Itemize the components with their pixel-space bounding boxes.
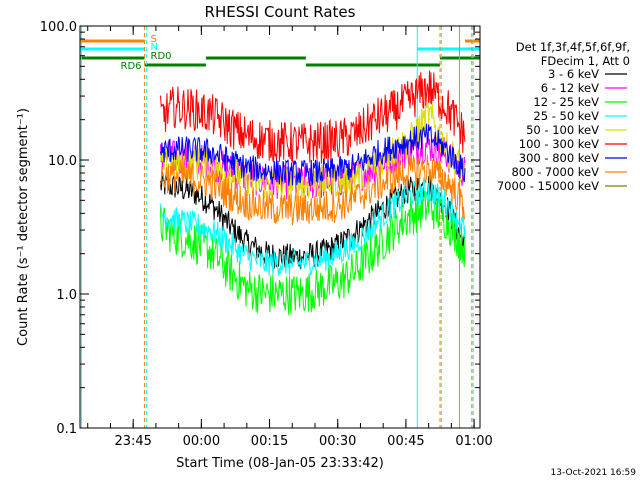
series-group bbox=[160, 70, 466, 316]
series-100-300-kev bbox=[160, 70, 466, 164]
y-tick-label: 100.0 bbox=[40, 20, 77, 35]
marker-lines bbox=[80, 26, 474, 428]
series-25-50-kev bbox=[160, 177, 466, 277]
series-12-25-kev bbox=[160, 187, 466, 316]
legend-label: 12 - 25 keV bbox=[533, 95, 599, 109]
y-ticks: 100.0 10.0 1.0 0.1 bbox=[40, 20, 480, 437]
legend-header-line: FDecim 1, Att 0 bbox=[541, 54, 630, 68]
x-tick-label: 00:15 bbox=[251, 434, 288, 449]
x-tick-label: 01:00 bbox=[455, 434, 492, 449]
legend-header-line: Det 1f,3f,4f,5f,6f,9f, bbox=[516, 40, 630, 54]
series-800-7000-kev bbox=[160, 154, 466, 226]
flag-label-s: S bbox=[151, 34, 157, 45]
flag-label-rd0: RD0 bbox=[151, 51, 172, 62]
x-ticks: 23:45 00:00 00:15 00:30 00:45 01:00 bbox=[87, 26, 493, 449]
legend-label: 7000 - 15000 keV bbox=[497, 179, 599, 193]
x-tick-label: 00:45 bbox=[387, 434, 424, 449]
y-axis-title: Count Rate (s⁻¹ detector segment⁻¹) bbox=[16, 108, 31, 346]
legend: Det 1f,3f,4f,5f,6f,9f,FDecim 1, Att 03 -… bbox=[497, 40, 630, 193]
flag-label-rd6: RD6 bbox=[121, 61, 142, 72]
chart-title: RHESSI Count Rates bbox=[205, 3, 356, 21]
x-tick-label: 00:00 bbox=[183, 434, 220, 449]
legend-label: 25 - 50 keV bbox=[533, 109, 599, 123]
legend-label: 6 - 12 keV bbox=[541, 81, 599, 95]
legend-label: 300 - 800 keV bbox=[519, 151, 599, 165]
y-tick-label: 10.0 bbox=[48, 154, 77, 169]
plot-frame bbox=[79, 25, 481, 429]
legend-label: 50 - 100 keV bbox=[526, 123, 599, 137]
y-tick-label: 0.1 bbox=[56, 422, 77, 437]
x-axis-title: Start Time (08-Jan-05 23:33:42) bbox=[176, 456, 384, 471]
legend-label: 3 - 6 keV bbox=[548, 67, 599, 81]
flag-label-n: N bbox=[151, 42, 158, 53]
legend-label: 100 - 300 keV bbox=[519, 137, 599, 151]
y-tick-label: 1.0 bbox=[56, 288, 77, 303]
x-tick-label: 23:45 bbox=[114, 434, 151, 449]
legend-label: 800 - 7000 keV bbox=[511, 165, 599, 179]
series-300-800-kev bbox=[160, 123, 466, 186]
footer-timestamp: 13-Oct-2021 16:59 bbox=[551, 468, 637, 478]
x-tick-label: 00:30 bbox=[319, 434, 356, 449]
